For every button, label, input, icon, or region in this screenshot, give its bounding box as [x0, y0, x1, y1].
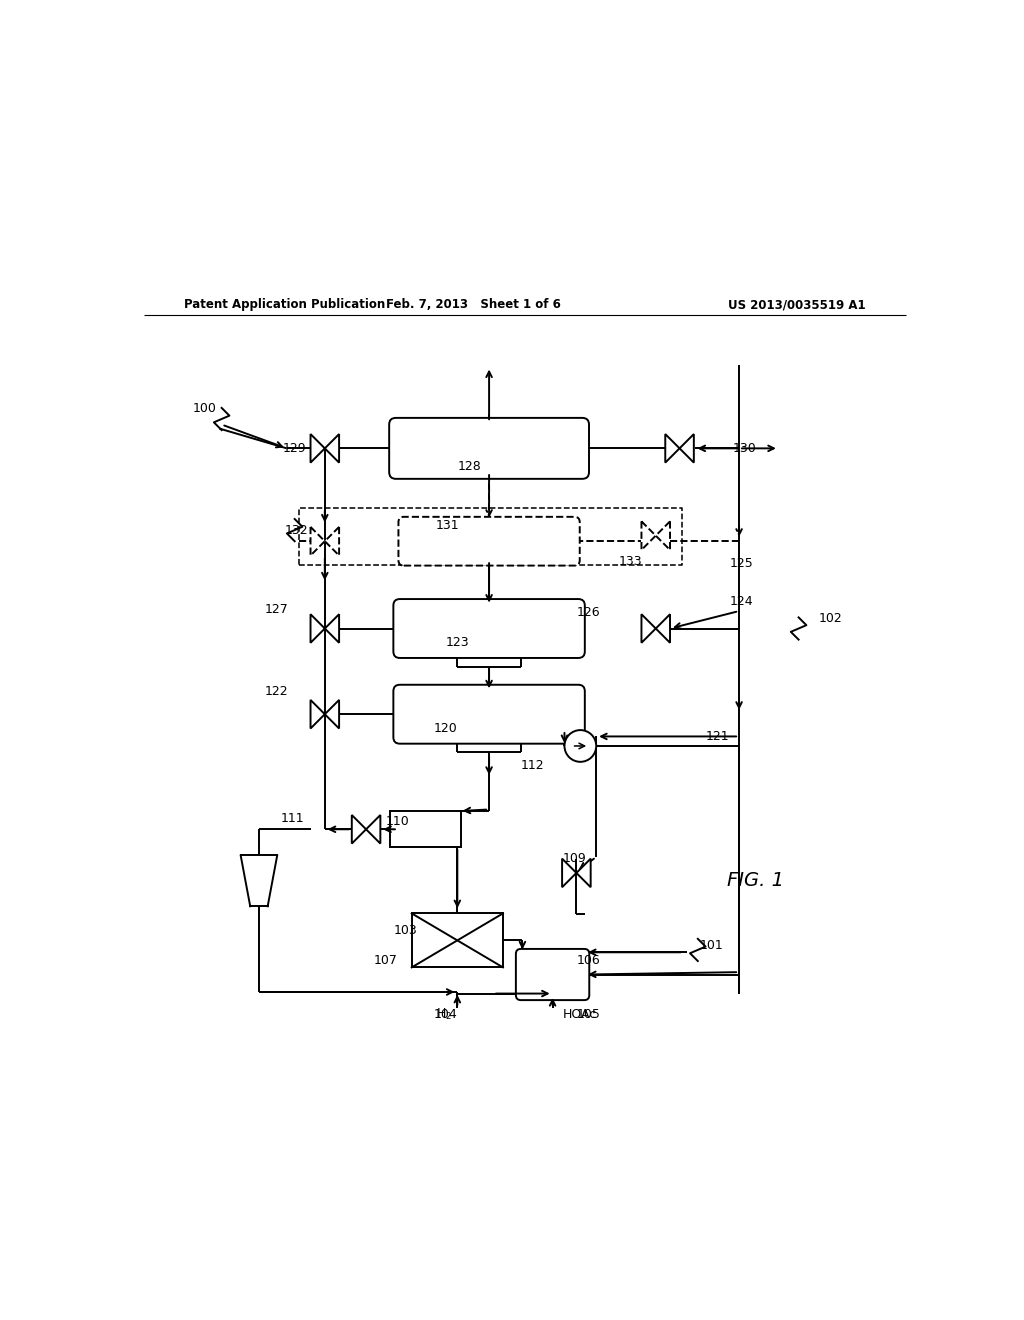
Text: 130: 130	[733, 442, 757, 455]
Polygon shape	[310, 700, 325, 729]
Text: US 2013/0035519 A1: US 2013/0035519 A1	[728, 298, 866, 312]
Text: 133: 133	[618, 556, 642, 569]
Text: 112: 112	[521, 759, 545, 772]
Polygon shape	[680, 434, 694, 462]
Polygon shape	[310, 434, 325, 462]
Polygon shape	[655, 521, 670, 550]
Text: Patent Application Publication: Patent Application Publication	[183, 298, 385, 312]
Polygon shape	[641, 521, 655, 550]
FancyBboxPatch shape	[393, 599, 585, 657]
Polygon shape	[310, 614, 325, 643]
Text: 126: 126	[577, 606, 600, 619]
Text: 110: 110	[386, 814, 410, 828]
Text: Feb. 7, 2013   Sheet 1 of 6: Feb. 7, 2013 Sheet 1 of 6	[386, 298, 561, 312]
FancyBboxPatch shape	[516, 949, 589, 1001]
Text: 128: 128	[458, 461, 481, 473]
FancyBboxPatch shape	[393, 685, 585, 743]
Text: 132: 132	[285, 524, 309, 537]
Polygon shape	[352, 814, 367, 843]
Polygon shape	[562, 858, 577, 887]
Circle shape	[564, 730, 596, 762]
Text: 103: 103	[394, 924, 418, 937]
FancyBboxPatch shape	[398, 517, 580, 565]
Text: 122: 122	[264, 685, 288, 698]
Text: 125: 125	[729, 557, 754, 570]
Polygon shape	[655, 614, 670, 643]
Polygon shape	[325, 527, 339, 556]
Polygon shape	[325, 614, 339, 643]
Polygon shape	[577, 858, 591, 887]
Text: 123: 123	[445, 636, 469, 649]
Text: 104: 104	[433, 1007, 458, 1020]
Text: 111: 111	[281, 813, 304, 825]
Text: 107: 107	[374, 954, 398, 966]
Text: FIG. 1: FIG. 1	[727, 871, 784, 891]
Text: 102: 102	[818, 612, 842, 626]
Polygon shape	[325, 700, 339, 729]
Text: 109: 109	[563, 853, 587, 865]
Text: 129: 129	[283, 442, 306, 455]
Text: 101: 101	[699, 940, 723, 953]
Polygon shape	[325, 434, 339, 462]
FancyBboxPatch shape	[389, 418, 589, 479]
Text: 127: 127	[264, 603, 288, 616]
Text: 120: 120	[433, 722, 458, 735]
Bar	[412, 913, 503, 968]
Text: 105: 105	[577, 1007, 600, 1020]
Text: 121: 121	[706, 730, 729, 743]
Text: $\mathregular{H_2}$: $\mathregular{H_2}$	[436, 1007, 452, 1022]
Text: 124: 124	[729, 595, 754, 609]
Text: HOAc: HOAc	[563, 1007, 597, 1020]
Polygon shape	[666, 434, 680, 462]
Text: 106: 106	[577, 954, 600, 966]
Text: 131: 131	[436, 519, 460, 532]
Polygon shape	[367, 814, 380, 843]
Polygon shape	[641, 614, 655, 643]
Text: 100: 100	[194, 403, 217, 416]
Bar	[390, 812, 462, 847]
Polygon shape	[310, 527, 325, 556]
